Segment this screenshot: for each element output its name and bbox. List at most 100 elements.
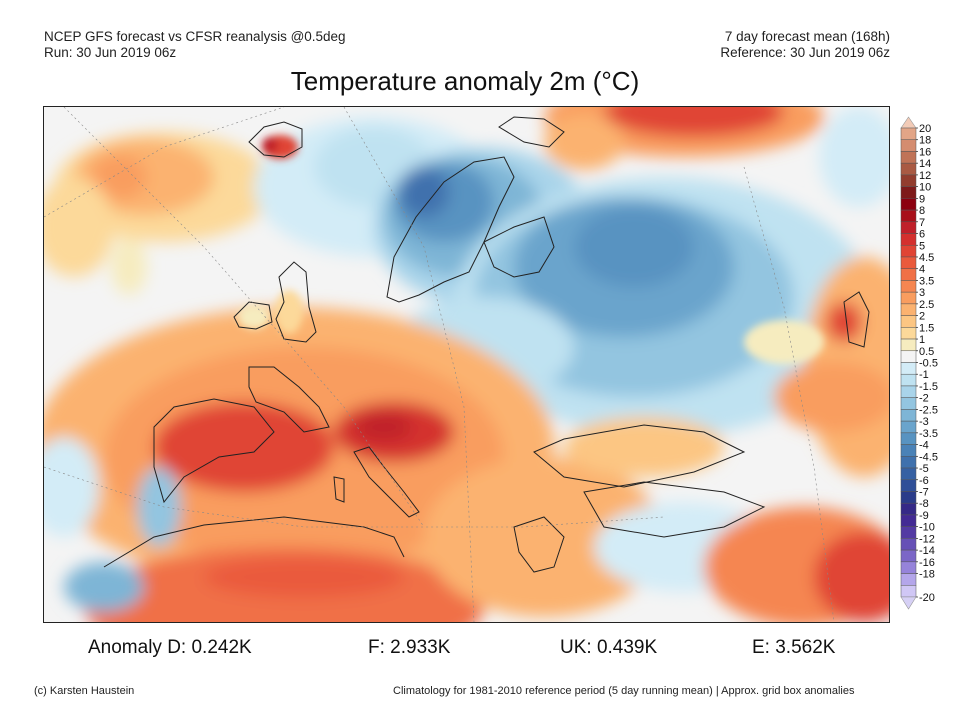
colorbar-tick-label: -4 — [919, 440, 929, 452]
italy-outline — [353, 446, 420, 518]
iceland-warm-core — [262, 137, 278, 153]
colorbar-tick-label: 7 — [919, 217, 925, 229]
colorbar-swatch — [900, 467, 917, 480]
colorbar-tick-label: 8 — [919, 205, 925, 217]
finland-outline — [483, 216, 555, 278]
colorbar-swatch — [900, 209, 917, 223]
run-time: Run: 30 Jun 2019 06z — [44, 45, 177, 60]
colorbar-swatch — [900, 397, 917, 410]
ireland-warm — [238, 305, 270, 329]
colorbar-swatch — [900, 444, 917, 457]
scandinavia-outline — [386, 156, 515, 303]
colorbar-tick-label: -5 — [919, 463, 929, 475]
ireland-outline — [233, 301, 273, 330]
colorbar-swatch — [900, 221, 917, 234]
colorbar-tick-label: -4.5 — [919, 451, 938, 463]
colorbar-tick-label: 3 — [919, 287, 925, 299]
sardinia-outline — [333, 476, 345, 503]
map-canvas — [44, 107, 889, 622]
colorbar-tick-label: -20 — [919, 592, 935, 604]
colorbar-swatch — [900, 139, 917, 152]
atlantic-warm-core — [91, 155, 147, 199]
iceland-outline — [248, 121, 303, 158]
colorbar-swatch — [900, 385, 917, 398]
colorbar-tick-label: 6 — [919, 229, 925, 241]
colorbar-swatch — [900, 327, 917, 340]
colorbar-tick-label: -1 — [919, 369, 929, 381]
graticule-line — [44, 107, 285, 218]
colorbar-tick-label: 1 — [919, 334, 925, 346]
colorbar-tick-label: 5 — [919, 240, 925, 252]
east-warm-core — [826, 302, 862, 342]
colorbar-tick-label: 16 — [919, 146, 931, 158]
colorbar-swatch — [900, 198, 917, 211]
coastlines — [103, 116, 870, 573]
alps-heat-core — [356, 413, 412, 441]
colorbar-tick-label: -6 — [919, 475, 929, 487]
colorbar-swatch — [900, 256, 917, 269]
copyright: (c) Karsten Haustein — [34, 685, 135, 697]
black-sea-warm — [564, 417, 724, 477]
colorbar-tick-label: -10 — [919, 522, 935, 534]
kola-outline — [498, 116, 565, 148]
colorbar-tick-label: 4 — [919, 264, 925, 276]
russia-cold-peak — [574, 207, 694, 287]
colorbar-tick-label: 0.5 — [919, 346, 934, 358]
colorbar-tick-label: 10 — [919, 182, 931, 194]
chart-title: Temperature anomaly 2m (°C) — [290, 66, 640, 96]
colorbar-swatch — [900, 479, 917, 492]
colorbar-swatch — [900, 573, 917, 586]
greece-outline — [513, 516, 565, 573]
colorbar-tick-label: 2 — [919, 311, 925, 323]
colorbar-swatch — [900, 526, 917, 539]
colorbar-tick-label: -8 — [919, 498, 929, 510]
colorbar-tick-label: -12 — [919, 533, 935, 545]
colorbar-swatch — [900, 514, 917, 527]
colorbar-tick-label: 9 — [919, 193, 925, 205]
anomaly-map — [43, 106, 890, 623]
colorbar-swatch — [900, 151, 917, 164]
colorbar-tick-label: -18 — [919, 569, 935, 581]
colorbar-swatch — [900, 338, 917, 352]
colorbar-tick-label: 1.5 — [919, 322, 934, 334]
colorbar-tick-label: -3 — [919, 416, 929, 428]
colorbar-tick-label: -16 — [919, 557, 935, 569]
colorbar: 201816141210987654.543.532.521.510.5-0.5… — [900, 116, 938, 610]
colorbar-tick-label: 4.5 — [919, 252, 934, 264]
colorbar-tick-label: 18 — [919, 135, 931, 147]
colorbar-swatch — [900, 315, 917, 328]
britain-warm — [275, 290, 303, 334]
siberia-cool — [819, 107, 889, 207]
colorbar-swatch — [900, 350, 917, 363]
iberia-outline — [153, 398, 275, 504]
morocco-coast-cool — [64, 562, 144, 612]
colorbar-swatch — [900, 245, 917, 258]
colorbar-swatch — [900, 362, 917, 375]
france-outline — [248, 366, 330, 433]
colorbar-swatch — [900, 291, 917, 305]
colorbar-swatch — [900, 268, 917, 281]
colorbar-swatch — [900, 373, 917, 387]
colorbar-swatch — [900, 233, 917, 246]
colorbar-swatch — [900, 585, 917, 598]
anomaly-germany: Anomaly D: 0.242K — [88, 637, 252, 658]
anomaly-uk: UK: 0.439K — [560, 637, 658, 658]
colorbar-swatch — [900, 502, 917, 516]
colorbar-top-cap — [900, 116, 917, 129]
portugal-coast-cool — [137, 467, 181, 547]
colorbar-swatch — [900, 456, 917, 469]
graticule-line — [743, 166, 835, 622]
caspian-outline — [843, 291, 870, 348]
colorbar-swatch — [900, 432, 917, 445]
anomaly-france: F: 2.933K — [368, 637, 451, 658]
arctic-warm-core — [604, 107, 784, 137]
graticule-line — [343, 107, 475, 622]
forecast-period: 7 day forecast mean (168h) — [724, 29, 890, 44]
iran-heat — [814, 532, 889, 622]
colorbar-tick-label: -14 — [919, 545, 935, 557]
colorbar-swatch — [900, 538, 917, 551]
reference-time: Reference: 30 Jun 2019 06z — [720, 45, 890, 60]
scandinavia-cold-peak — [399, 167, 449, 217]
kola-warm — [544, 114, 624, 170]
header-right: 7 day forecast mean (168h) Reference: 30… — [720, 29, 890, 61]
